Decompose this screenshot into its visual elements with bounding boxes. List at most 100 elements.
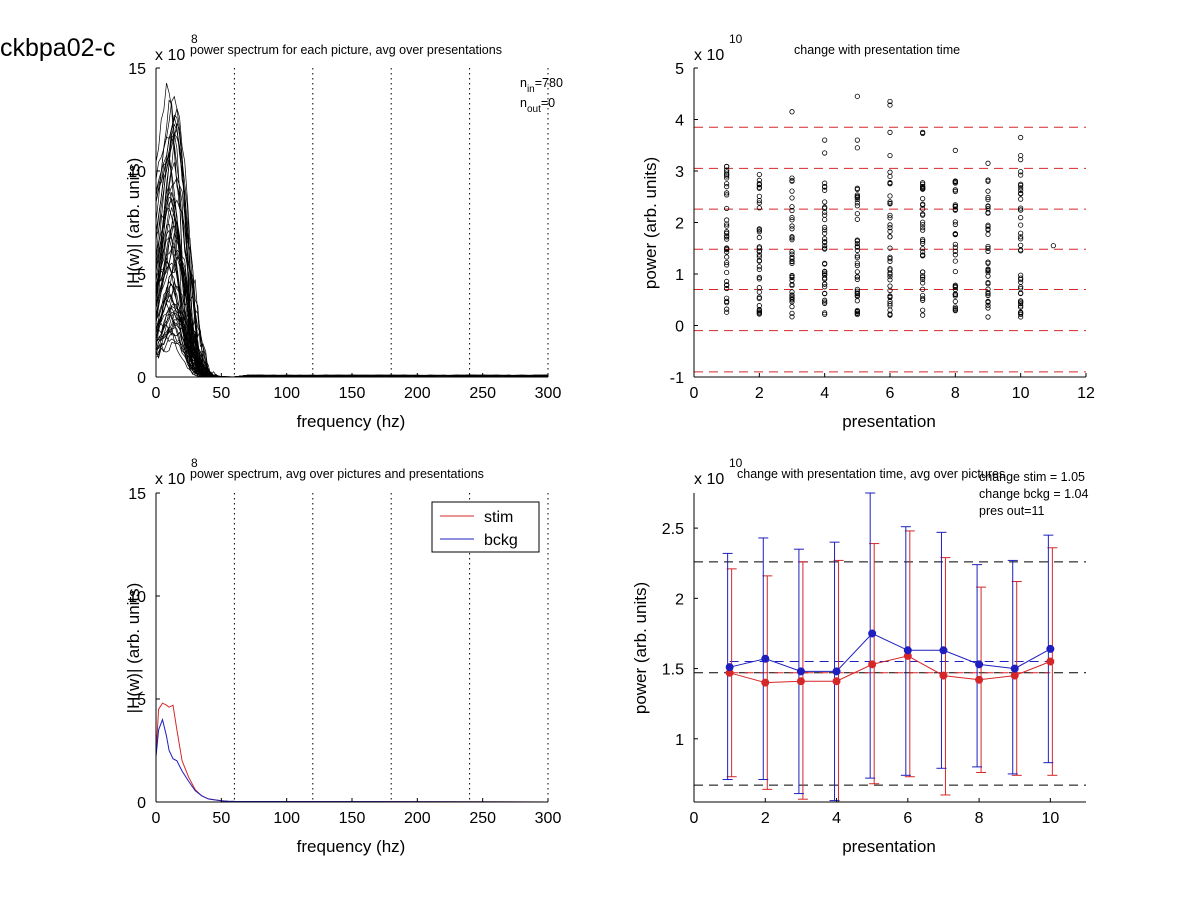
spectrum-line [155,196,549,378]
y-exponent: 10 [729,456,743,470]
y-tick-label: -1 [670,370,684,387]
data-point [920,286,926,292]
spectrum-line [155,107,549,378]
data-point [1018,187,1024,193]
data-point [952,179,958,185]
data-point [789,310,795,316]
outlier-point [952,147,958,153]
spectrum-line [155,122,549,378]
x-tick-label: 250 [469,385,496,402]
spectrum-line [155,283,549,378]
spectrum-line [155,309,548,378]
data-point [854,276,860,282]
data-point [789,237,795,243]
data-point [756,307,762,314]
series-line-stim [155,702,549,803]
data-point [822,270,828,276]
spectrum-line [155,237,549,378]
mean-marker-bckg [868,629,877,638]
data-point [822,224,828,230]
data-point [920,222,926,228]
x-tick-label: 0 [152,810,161,827]
data-point [756,294,762,300]
data-point [756,205,762,211]
data-point [887,294,893,300]
mean-marker-bckg [1046,644,1055,653]
data-point [789,214,795,221]
data-point [756,227,762,233]
x-axis-label: presentation [842,837,936,856]
spectrum-line [155,249,549,378]
x-tick-label: 4 [820,385,829,402]
data-point [756,274,762,280]
data-point [822,212,828,218]
data-point [724,163,730,170]
data-point [756,303,762,309]
spectrum-line [155,136,549,378]
x-tick-label: 10 [1041,810,1059,827]
data-point [822,243,828,249]
data-point [789,274,795,281]
annotation-n-in: nin=780 [520,76,563,95]
data-point [887,283,893,289]
data-point [920,196,926,202]
spectrum-line [155,116,549,378]
outlier-point [822,137,828,143]
data-point [1018,299,1024,305]
data-point [920,227,926,233]
panel-spectrum-avg: 0 50 100 150 200 250 300 0 5 10 15 power spectrum,… [124,456,561,856]
chart-title: change with presentation time [794,43,960,57]
outlier-point [985,160,991,166]
data-point [789,294,795,300]
data-point [724,259,730,266]
data-point [822,299,828,305]
spectrum-line [155,285,548,378]
data-point [985,223,991,230]
data-point [854,254,860,261]
chart-title: power spectrum, avg over pictures and pr… [190,467,484,481]
spectrum-line [155,313,549,378]
data-point [1018,172,1024,178]
data-point [854,290,860,296]
data-point [985,210,991,216]
spectrum-line [155,256,549,378]
data-point [724,205,730,212]
spectrum-line [155,154,549,378]
data-point [789,178,795,184]
data-point [952,244,958,250]
data-point [920,238,926,244]
data-point [756,266,762,273]
y-exponent: 8 [191,456,198,470]
outlier-point [887,98,893,105]
x-tick-label: 150 [339,810,366,827]
y-tick-label: 2 [675,216,684,233]
data-point [887,215,893,221]
data-point [887,228,893,234]
spectrum-line [155,330,549,378]
series-line-bckg [155,717,549,803]
data-point [985,314,991,320]
data-point [854,269,860,275]
data-point [887,181,893,187]
spectrum-line [155,207,549,378]
data-point [887,234,893,240]
data-point [985,260,991,266]
spectrum-line [155,207,549,378]
outlier-point [920,130,926,137]
spectrum-line [155,332,549,378]
data-point [822,216,828,223]
data-point [789,251,795,257]
data-point [887,222,893,228]
data-point [985,177,991,183]
data-point [887,312,893,318]
spectrum-line [155,223,549,378]
data-point [724,171,730,177]
data-point [756,171,762,178]
plot-area: 0 50 100 150 200 250 300 0 5 10 15 [128,486,561,827]
series-line-bckg [729,632,1051,672]
mean-marker-stim [832,677,841,686]
y-multiplier: x 10 [155,471,185,488]
spectrum-line [155,305,549,378]
x-tick-label: 150 [339,385,366,402]
